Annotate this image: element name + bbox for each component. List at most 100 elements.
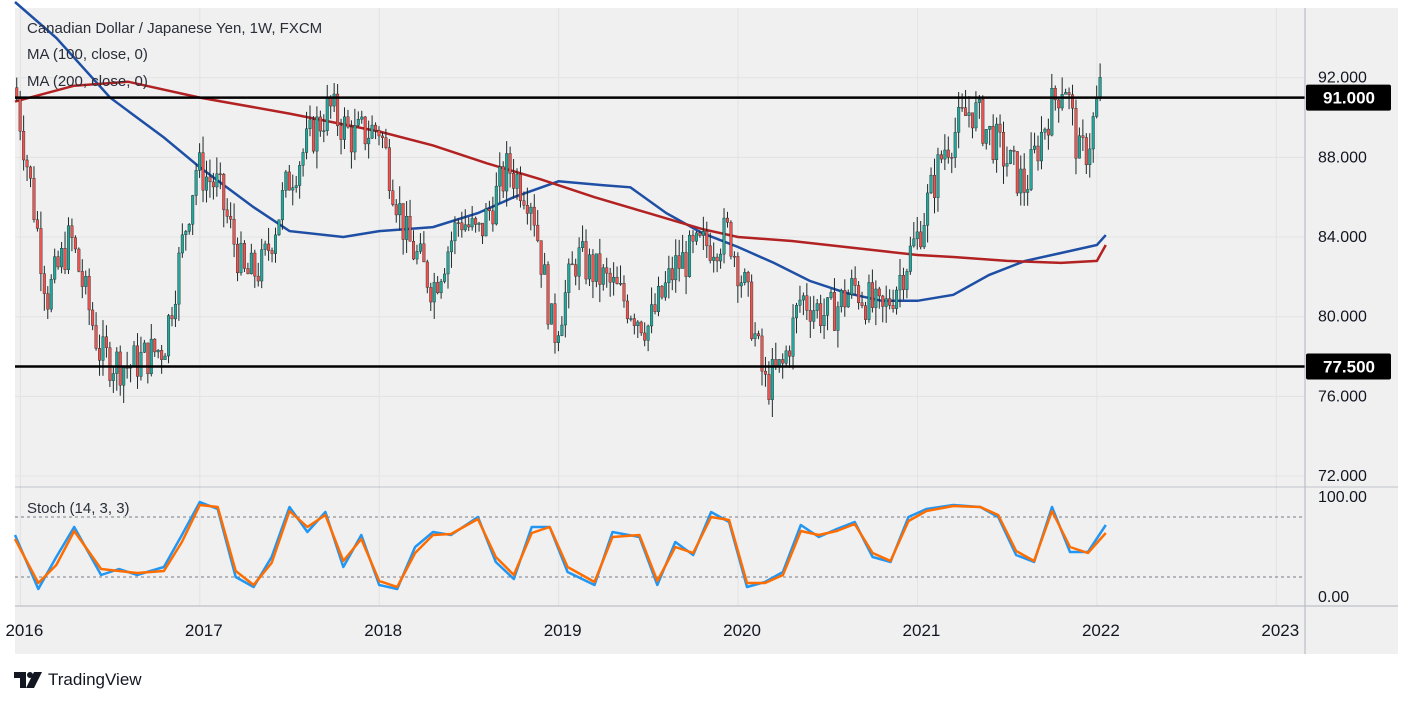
- candle-body: [291, 187, 295, 191]
- candle-body: [429, 287, 433, 303]
- candle-body: [684, 252, 688, 277]
- candle-body: [280, 190, 284, 221]
- candle-body: [550, 303, 554, 325]
- candle-body: [798, 299, 802, 306]
- candle-body: [512, 173, 516, 189]
- tradingview-logo[interactable]: TradingView: [14, 667, 142, 693]
- candle-body: [525, 204, 529, 214]
- ma200-legend[interactable]: MA (200, close, 0): [27, 73, 148, 90]
- candle-body: [822, 315, 826, 327]
- candle-body: [995, 123, 999, 161]
- candle-body: [943, 149, 947, 160]
- candle-body: [853, 278, 857, 286]
- price-tick-label: 84.000: [1318, 229, 1367, 246]
- candle-body: [1053, 88, 1057, 101]
- candle-body: [984, 129, 988, 144]
- candle-body: [991, 126, 995, 161]
- candle-body: [750, 281, 754, 339]
- candle-body: [767, 374, 771, 400]
- candle-body: [349, 126, 353, 153]
- candle-body: [412, 241, 416, 260]
- candle-body: [612, 276, 616, 283]
- candle-body: [605, 267, 609, 274]
- candle-body: [722, 217, 726, 255]
- candle-body: [322, 130, 326, 132]
- candle-body: [850, 278, 854, 295]
- candle-body: [1002, 132, 1006, 167]
- candle-body: [436, 282, 440, 294]
- candle-body: [608, 272, 612, 283]
- stoch-tick-label: 0.00: [1318, 589, 1349, 606]
- candle-body: [60, 248, 64, 268]
- candle-body: [170, 315, 174, 320]
- level-label-box: [1306, 84, 1391, 111]
- candle-body: [187, 224, 191, 232]
- candle-body: [163, 355, 167, 360]
- candle-body: [167, 315, 171, 357]
- candle-body: [439, 281, 443, 294]
- candle-body: [532, 206, 536, 226]
- candle-body: [239, 243, 243, 274]
- candle-body: [305, 128, 309, 153]
- candle-body: [770, 359, 774, 400]
- ma100-line: [14, 1, 1107, 303]
- candle-body: [63, 248, 67, 270]
- candle-body: [298, 165, 302, 186]
- candle-body: [242, 243, 246, 269]
- candle-body: [960, 107, 964, 109]
- candle-body: [1074, 107, 1078, 159]
- ma100-legend[interactable]: MA (100, close, 0): [27, 46, 148, 63]
- candle-body: [939, 154, 943, 160]
- candle-body: [25, 159, 29, 168]
- grid-layer: [15, 8, 1305, 606]
- candle-body: [974, 102, 978, 129]
- candle-body: [705, 231, 709, 247]
- candle-body: [108, 347, 112, 381]
- candle-body: [518, 174, 522, 201]
- candle-body: [933, 174, 937, 198]
- candle-body: [598, 253, 602, 285]
- candle-body: [753, 333, 757, 339]
- candle-body: [1022, 168, 1026, 193]
- candle-body: [1046, 128, 1050, 136]
- candle-body: [1060, 94, 1064, 109]
- candle-body: [422, 243, 426, 263]
- candle-body: [35, 219, 39, 229]
- candle-body: [977, 99, 981, 103]
- candle-body: [367, 137, 371, 145]
- candle-body: [1098, 77, 1102, 99]
- candle-body: [1084, 137, 1088, 166]
- candle-body: [246, 268, 250, 275]
- candle-body: [587, 254, 591, 280]
- candle-body: [864, 305, 868, 320]
- candle-body: [574, 264, 578, 277]
- candle-body: [639, 321, 643, 334]
- candle-body: [1067, 92, 1071, 95]
- candle-body: [826, 297, 830, 316]
- candle-body: [463, 224, 467, 231]
- candle-body: [380, 135, 384, 138]
- candle-body: [91, 309, 95, 326]
- candle-body: [681, 252, 685, 269]
- candle-body: [405, 216, 409, 240]
- candle-body: [857, 285, 861, 304]
- candle-body: [260, 249, 264, 282]
- stoch-legend[interactable]: Stoch (14, 3, 3): [27, 500, 130, 517]
- candle-body: [284, 171, 288, 191]
- candle-body: [888, 298, 892, 306]
- candle-body: [725, 217, 729, 223]
- candle-body: [39, 228, 43, 274]
- moving-average-layer: [14, 1, 1107, 303]
- candle-body: [1095, 98, 1099, 117]
- candle-body: [829, 292, 833, 298]
- price-tick-label: 72.000: [1318, 468, 1367, 485]
- candle-body: [957, 107, 961, 133]
- horizontal-level-layer: 91.000 77.500: [15, 84, 1391, 380]
- candle-body: [1091, 116, 1095, 150]
- candle-body: [418, 243, 422, 252]
- candle-body: [1019, 168, 1023, 194]
- time-tick-label: 2021: [903, 621, 941, 640]
- candle-body: [1029, 149, 1033, 190]
- candle-body: [708, 245, 712, 261]
